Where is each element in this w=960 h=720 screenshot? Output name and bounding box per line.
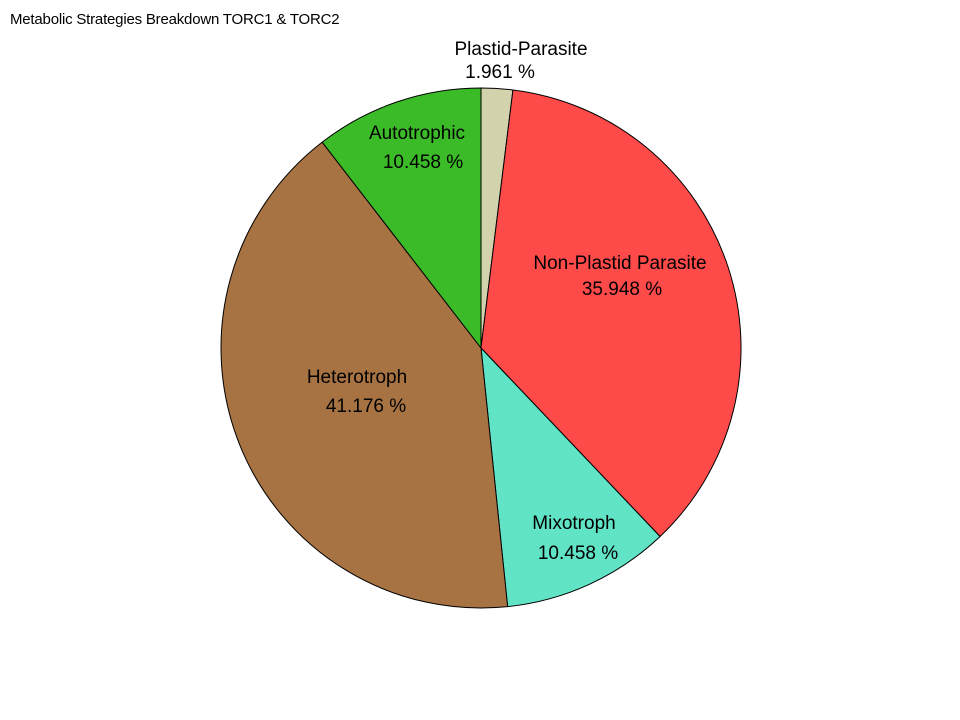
pie-slice-heterotroph	[220, 141, 509, 609]
pie-slice-non-plastid-parasite	[480, 89, 742, 538]
slice-label-non-plastid-parasite: Non-Plastid Parasite	[533, 253, 706, 274]
slice-label-mixotroph: Mixotroph	[532, 513, 615, 534]
slice-value-label-non-plastid-parasite: 35.948 %	[582, 279, 662, 300]
slice-label-plastid-parasite: Plastid-Parasite	[454, 39, 587, 60]
slice-value-label-heterotroph: 41.176 %	[326, 396, 406, 417]
slice-value-label-plastid-parasite: 1.961 %	[465, 62, 535, 83]
pie-slice-mixotroph	[480, 347, 661, 608]
slice-value-label-mixotroph: 10.458 %	[538, 543, 618, 564]
pie-slice-autotrophic	[321, 87, 482, 349]
slice-label-heterotroph: Heterotroph	[307, 367, 407, 388]
slice-label-autotrophic: Autotrophic	[369, 123, 465, 144]
chart-title: Metabolic Strategies Breakdown TORC1 & T…	[10, 11, 340, 28]
slice-value-label-autotrophic: 10.458 %	[383, 152, 463, 173]
